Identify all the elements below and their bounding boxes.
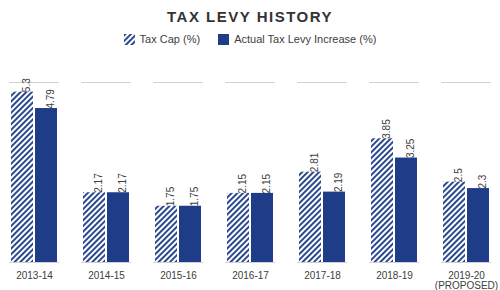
svg-text:2.19: 2.19 (333, 172, 344, 192)
svg-text:1.75: 1.75 (165, 186, 176, 206)
svg-text:2.3: 2.3 (477, 174, 488, 188)
svg-text:2.17: 2.17 (117, 173, 128, 193)
svg-text:2019-20(PROPOSED): 2019-20(PROPOSED) (435, 270, 498, 290)
svg-text:3.25: 3.25 (405, 138, 416, 158)
svg-text:2015-16: 2015-16 (160, 270, 197, 281)
svg-text:2.81: 2.81 (309, 152, 320, 172)
html-text:TAX LEVY HISTORY: TAX LEVY HISTORY (167, 8, 333, 25)
svg-text:2018-19: 2018-19 (376, 270, 413, 281)
svg-text:2.15: 2.15 (261, 173, 272, 193)
html-text:Tax Cap (%): Tax Cap (%) (139, 33, 201, 45)
svg-text:3.85: 3.85 (381, 119, 392, 139)
svg-text:1.75: 1.75 (189, 186, 200, 206)
svg-text:2017-18: 2017-18 (304, 270, 341, 281)
html-text:Actual Tax Levy Increase (%): Actual Tax Levy Increase (%) (234, 33, 377, 45)
svg-text:2.15: 2.15 (237, 173, 248, 193)
svg-text:2.5: 2.5 (453, 168, 464, 182)
svg-text:2013-14: 2013-14 (16, 270, 53, 281)
svg-text:5.3: 5.3 (21, 78, 32, 92)
svg-text:4.79: 4.79 (45, 89, 56, 109)
svg-text:2016-17: 2016-17 (232, 270, 269, 281)
svg-text:2014-15: 2014-15 (88, 270, 125, 281)
svg-text:2.17: 2.17 (93, 173, 104, 193)
